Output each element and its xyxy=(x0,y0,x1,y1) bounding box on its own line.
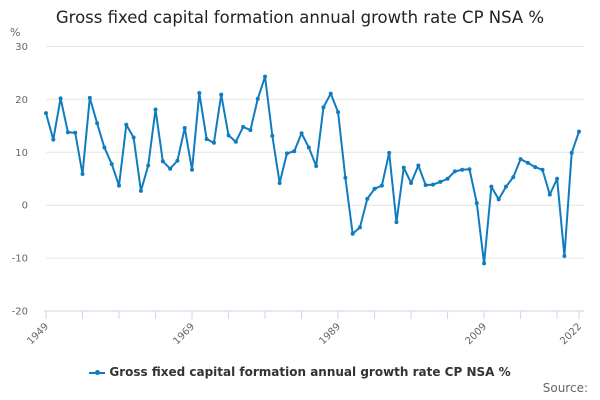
data-point[interactable] xyxy=(489,184,494,189)
data-point[interactable] xyxy=(460,167,465,172)
data-point[interactable] xyxy=(51,137,56,142)
y-tick-label: -20 xyxy=(12,307,28,318)
data-point[interactable] xyxy=(131,135,136,140)
data-point[interactable] xyxy=(547,192,552,197)
data-point[interactable] xyxy=(482,261,487,266)
legend-line-marker-icon xyxy=(89,370,106,375)
x-axis: 1949 1969 1989 2009 2022 xyxy=(25,310,584,347)
x-tick-label: 1989 xyxy=(317,321,343,347)
data-point[interactable] xyxy=(379,183,384,188)
data-point[interactable] xyxy=(540,167,545,172)
data-point[interactable] xyxy=(314,164,319,169)
data-point[interactable] xyxy=(160,159,165,164)
source-label: Source: xyxy=(542,381,588,395)
y-tick-label: 0 xyxy=(22,201,28,212)
data-point[interactable] xyxy=(109,161,114,166)
data-point[interactable] xyxy=(80,171,85,176)
data-point[interactable] xyxy=(226,133,231,138)
data-point[interactable] xyxy=(168,166,173,171)
data-point[interactable] xyxy=(365,196,370,201)
data-point[interactable] xyxy=(292,149,297,154)
data-point[interactable] xyxy=(569,150,574,155)
data-point[interactable] xyxy=(248,128,253,133)
data-point[interactable] xyxy=(219,92,224,97)
data-point[interactable] xyxy=(138,188,143,193)
data-point[interactable] xyxy=(241,124,246,129)
data-point[interactable] xyxy=(102,145,107,150)
y-tick-label: 20 xyxy=(15,95,28,106)
data-point[interactable] xyxy=(511,175,516,180)
data-point[interactable] xyxy=(211,140,216,145)
data-point[interactable] xyxy=(95,121,100,126)
data-point[interactable] xyxy=(175,158,180,163)
series-line xyxy=(45,75,580,265)
y-tick-label: 30 xyxy=(15,42,28,53)
data-point[interactable] xyxy=(58,96,63,101)
x-tick-label: 1969 xyxy=(171,321,197,347)
data-point[interactable] xyxy=(518,157,523,162)
data-point[interactable] xyxy=(423,183,428,188)
data-point[interactable] xyxy=(306,145,311,150)
data-point[interactable] xyxy=(328,91,333,96)
data-point[interactable] xyxy=(387,150,392,155)
data-point[interactable] xyxy=(438,179,443,184)
data-point[interactable] xyxy=(336,110,341,115)
data-point[interactable] xyxy=(372,186,377,191)
data-point[interactable] xyxy=(533,165,538,170)
data-point[interactable] xyxy=(190,167,195,172)
data-point[interactable] xyxy=(430,182,435,187)
data-point[interactable] xyxy=(562,253,567,258)
data-point[interactable] xyxy=(474,201,479,206)
data-point[interactable] xyxy=(409,180,414,185)
data-point[interactable] xyxy=(525,160,530,165)
data-point[interactable] xyxy=(350,231,355,236)
data-point[interactable] xyxy=(467,167,472,172)
data-point[interactable] xyxy=(394,220,399,225)
data-point[interactable] xyxy=(117,183,122,188)
legend[interactable]: Gross fixed capital formation annual gro… xyxy=(0,365,600,379)
y-axis-ticks: 30 20 10 0 -10 -20 xyxy=(12,42,28,318)
data-point[interactable] xyxy=(233,139,238,144)
data-point[interactable] xyxy=(153,107,158,112)
data-point[interactable] xyxy=(555,176,560,181)
data-point[interactable] xyxy=(503,184,508,189)
data-point[interactable] xyxy=(270,133,275,138)
x-tick-label: 2022 xyxy=(558,321,584,347)
data-point[interactable] xyxy=(357,225,362,230)
data-point[interactable] xyxy=(124,122,129,127)
data-point[interactable] xyxy=(182,125,187,130)
data-point[interactable] xyxy=(277,180,282,185)
data-point[interactable] xyxy=(73,130,78,135)
series-group xyxy=(44,74,581,266)
data-point[interactable] xyxy=(343,175,348,180)
y-tick-label: 10 xyxy=(15,148,28,159)
data-point[interactable] xyxy=(87,95,92,100)
data-point[interactable] xyxy=(445,176,450,181)
gridlines xyxy=(46,46,584,259)
legend-label: Gross fixed capital formation annual gro… xyxy=(109,365,511,379)
data-point[interactable] xyxy=(204,137,209,142)
data-point[interactable] xyxy=(146,163,151,168)
x-tick-label: 1949 xyxy=(25,321,51,347)
chart-title: Gross fixed capital formation annual gro… xyxy=(55,8,545,27)
data-point[interactable] xyxy=(452,169,457,174)
data-point[interactable] xyxy=(263,74,268,79)
data-point[interactable] xyxy=(401,165,406,170)
data-point[interactable] xyxy=(255,96,260,101)
data-point[interactable] xyxy=(284,151,289,156)
data-point[interactable] xyxy=(44,111,48,116)
data-point[interactable] xyxy=(416,163,421,168)
data-point[interactable] xyxy=(321,105,326,110)
y-axis-unit-label: % xyxy=(10,26,20,39)
data-point[interactable] xyxy=(496,197,501,202)
data-point[interactable] xyxy=(197,91,202,96)
data-point[interactable] xyxy=(65,130,70,135)
x-tick-label: 2009 xyxy=(463,321,489,347)
y-tick-label: -10 xyxy=(12,254,28,265)
data-point[interactable] xyxy=(299,131,304,136)
data-point[interactable] xyxy=(577,129,581,134)
